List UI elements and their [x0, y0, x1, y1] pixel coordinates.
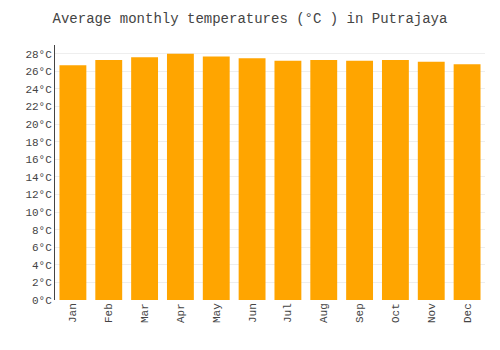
svg-text:Aug: Aug	[318, 303, 330, 323]
svg-text:12°C: 12°C	[25, 189, 52, 201]
svg-text:Apr: Apr	[175, 303, 187, 323]
svg-text:24°C: 24°C	[25, 84, 52, 96]
svg-text:28°C: 28°C	[25, 49, 52, 61]
svg-text:20°C: 20°C	[25, 119, 52, 131]
svg-text:14°C: 14°C	[25, 172, 52, 184]
svg-text:8°C: 8°C	[32, 225, 52, 237]
svg-text:Jun: Jun	[247, 303, 259, 323]
svg-text:May: May	[211, 303, 223, 323]
svg-text:2°C: 2°C	[32, 277, 52, 289]
svg-text:Dec: Dec	[462, 303, 474, 323]
svg-text:Sep: Sep	[354, 303, 366, 323]
svg-text:10°C: 10°C	[25, 207, 52, 219]
svg-text:Average monthly temperatures (: Average monthly temperatures (°C ) in Pu…	[53, 11, 448, 27]
svg-text:6°C: 6°C	[32, 242, 52, 254]
svg-text:Nov: Nov	[426, 303, 438, 323]
svg-text:0°C: 0°C	[32, 295, 52, 307]
svg-text:22°C: 22°C	[25, 101, 52, 113]
svg-text:Oct: Oct	[390, 303, 402, 323]
svg-text:18°C: 18°C	[25, 137, 52, 149]
svg-text:Jan: Jan	[67, 303, 79, 323]
svg-text:Jul: Jul	[282, 303, 294, 323]
svg-text:26°C: 26°C	[25, 66, 52, 78]
svg-text:Mar: Mar	[139, 303, 151, 323]
svg-text:4°C: 4°C	[32, 260, 52, 272]
svg-text:16°C: 16°C	[25, 154, 52, 166]
svg-text:Feb: Feb	[103, 303, 115, 323]
